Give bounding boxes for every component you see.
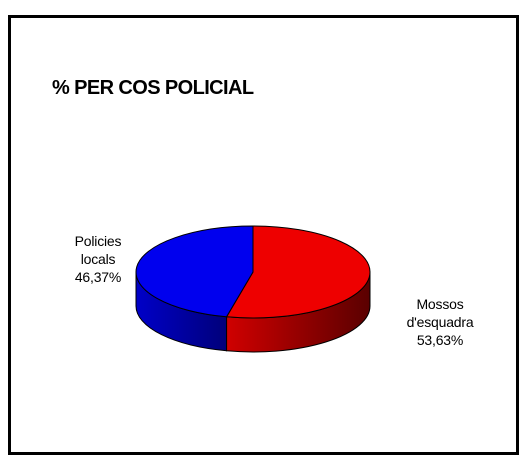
slice-label-line: Mossos bbox=[416, 296, 464, 312]
slice-value-label: 53,63% bbox=[416, 332, 464, 348]
slice-label-mossos-esquadra: Mossos d'esquadra 53,63% bbox=[395, 295, 485, 349]
pie-slice-top bbox=[135, 225, 254, 318]
slice-label-line: Policies bbox=[74, 233, 122, 249]
pie-top-group bbox=[135, 225, 371, 319]
slice-label-line: d'esquadra bbox=[406, 314, 474, 330]
slice-label-line: locals bbox=[80, 251, 116, 267]
slice-label-policies-locals: Policies locals 46,37% bbox=[58, 232, 138, 286]
pie-chart bbox=[135, 225, 371, 353]
chart-title: % PER COS POLICIAL bbox=[52, 77, 254, 99]
pie-slice-top bbox=[225, 225, 371, 319]
slice-value-label: 46,37% bbox=[74, 269, 122, 285]
